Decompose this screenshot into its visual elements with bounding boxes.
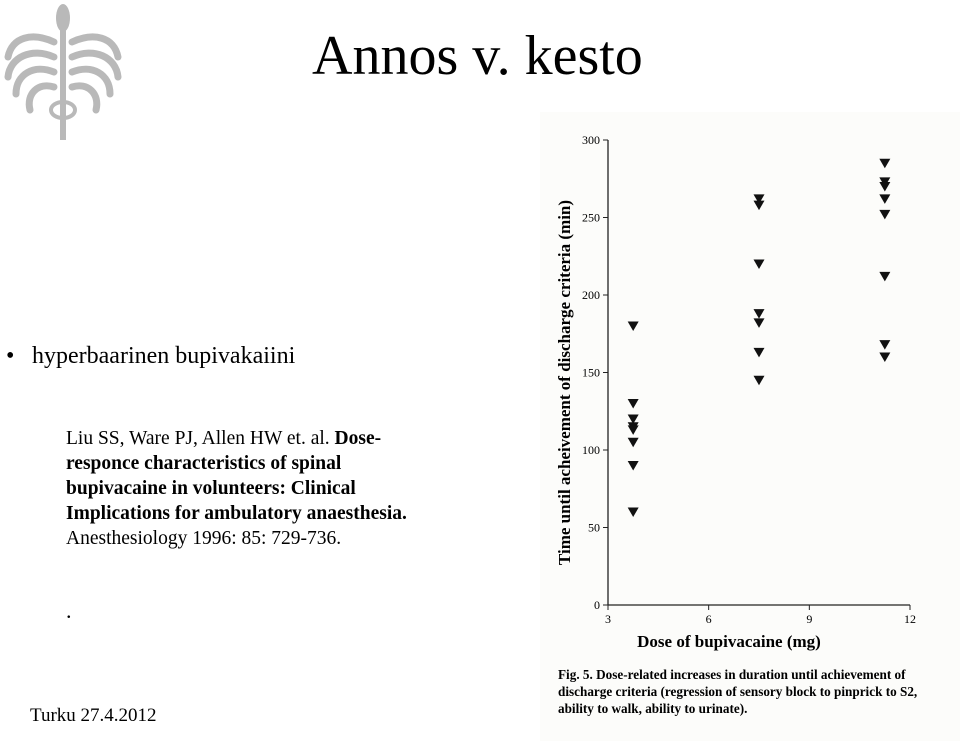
data-point-marker bbox=[627, 437, 639, 448]
data-point-marker bbox=[879, 209, 891, 220]
ref-title-part3: bupivacaine in volunteers: Clinical bbox=[66, 478, 356, 499]
y-tick-label: 250 bbox=[582, 211, 600, 225]
figure-caption: Fig. 5. Dose-related increases in durati… bbox=[558, 666, 938, 717]
data-point-marker bbox=[627, 414, 639, 424]
y-tick-label: 100 bbox=[582, 443, 600, 457]
footer-date: Turku 27.4.2012 bbox=[30, 705, 157, 726]
ref-authors: Liu SS, Ware PJ, Allen HW et. al. bbox=[66, 428, 330, 449]
y-tick-label: 200 bbox=[582, 288, 600, 302]
y-tick-label: 300 bbox=[582, 133, 600, 147]
data-point-marker bbox=[879, 352, 891, 362]
data-point-marker bbox=[753, 200, 765, 211]
data-point-marker bbox=[879, 271, 891, 282]
caption-label: Fig. 5. bbox=[558, 667, 593, 682]
data-point-marker bbox=[753, 318, 765, 328]
x-axis-label: Dose of bupivacaine (mg) bbox=[637, 632, 821, 651]
bullet-text: hyperbaarinen bupivakaiini bbox=[32, 343, 296, 369]
data-point-marker bbox=[753, 309, 765, 319]
caption-text: Dose-related increases in duration until… bbox=[558, 667, 918, 716]
data-point-marker bbox=[753, 194, 765, 204]
data-point-marker bbox=[879, 182, 891, 192]
ref-title-part4: Implications for ambulatory anaesthesia. bbox=[66, 503, 407, 524]
y-tick-label: 150 bbox=[582, 366, 600, 380]
ref-title-part1: Dose- bbox=[334, 428, 382, 449]
ref-journal: Anesthesiology 1996: 85: 729-736. bbox=[66, 528, 342, 549]
data-point-marker bbox=[879, 194, 891, 204]
data-point-marker bbox=[627, 399, 639, 409]
university-logo bbox=[4, 4, 122, 140]
figure-scan: 0 50 100 150 200 250 300 3 6 9 12 Dose of bupivacai… bbox=[540, 112, 960, 741]
x-tick-label: 6 bbox=[706, 612, 712, 626]
data-point-marker bbox=[879, 158, 891, 169]
x-tick-label: 9 bbox=[806, 612, 812, 626]
ref-title-part2: responce characteristics of spinal bbox=[66, 453, 342, 474]
stray-dot: . bbox=[66, 598, 72, 623]
data-point-marker bbox=[753, 259, 765, 269]
x-tick-label: 12 bbox=[904, 612, 916, 626]
x-tick-label: 3 bbox=[605, 612, 611, 626]
data-point-marker bbox=[753, 375, 765, 386]
bullet-dot-icon: • bbox=[6, 343, 15, 369]
data-point-marker bbox=[879, 340, 891, 350]
data-point-marker bbox=[627, 321, 639, 331]
data-point-marker bbox=[627, 461, 639, 471]
reference-citation: Liu SS, Ware PJ, Allen HW et. al. Dose- … bbox=[66, 426, 506, 551]
bullet-item: • hyperbaarinen bupivakaiini bbox=[6, 343, 295, 370]
slide-title: Annos v. kesto bbox=[312, 25, 643, 87]
y-tick-label: 50 bbox=[588, 521, 600, 535]
y-tick-label: 0 bbox=[594, 598, 600, 612]
data-point-marker bbox=[627, 507, 639, 517]
y-axis-label: Time until acheivement of discharge crit… bbox=[555, 200, 574, 565]
data-point-marker bbox=[627, 425, 639, 435]
data-point-marker bbox=[753, 347, 765, 358]
scatter-chart: 0 50 100 150 200 250 300 3 6 9 12 Dose of bupivacai… bbox=[555, 133, 916, 651]
